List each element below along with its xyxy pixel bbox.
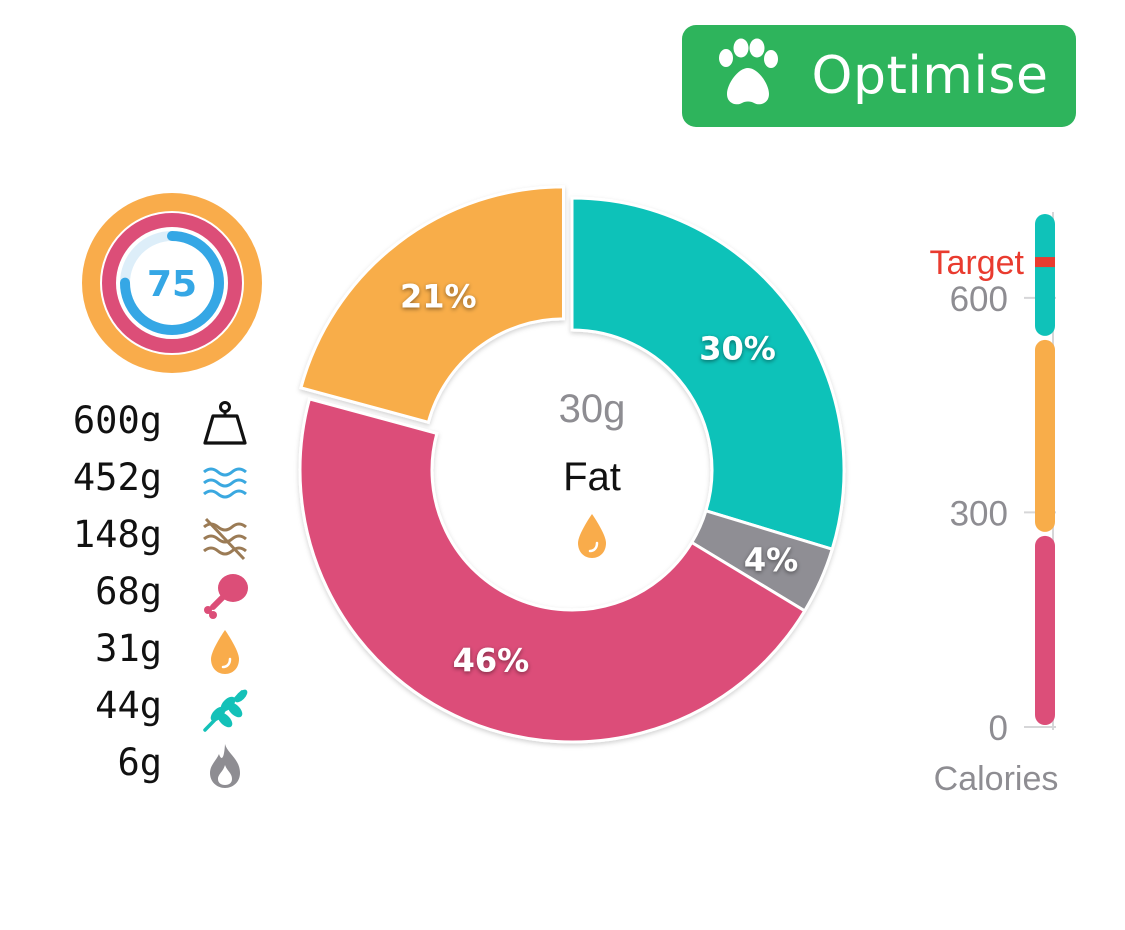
nutrient-row-fat[interactable]: 31g <box>40 623 270 680</box>
donut-label-alcohol: 4% <box>744 541 798 579</box>
donut-label-fat: 21% <box>400 277 477 315</box>
nutrient-row-fiber[interactable]: 148g <box>40 509 270 566</box>
nutrient-value: 68g <box>95 570 162 613</box>
nutrient-value: 31g <box>95 627 162 670</box>
donut-slice-carbs[interactable] <box>570 196 846 552</box>
nutrient-row-alcohol[interactable]: 6g <box>40 737 270 794</box>
optimise-label: Optimise <box>811 46 1049 106</box>
score-value: 75 <box>147 264 197 305</box>
nutrient-row-carbs[interactable]: 44g <box>40 680 270 737</box>
score-outer-ring <box>82 193 262 373</box>
score-middle-ring <box>102 213 242 353</box>
donut-slice-protein[interactable] <box>298 397 807 744</box>
fat-icon <box>211 630 239 674</box>
macro-donut-chart[interactable]: 30% 4% 46% 21% 30g Fat <box>272 180 882 770</box>
nutrient-row-weight[interactable]: 600g <box>40 395 270 452</box>
fiber-icon <box>203 517 247 561</box>
calorie-bar-segment-2[interactable] <box>1035 214 1055 336</box>
alcohol-icon <box>210 744 240 788</box>
paw-icon <box>718 38 778 105</box>
nutrient-value: 44g <box>95 684 162 727</box>
target-label: Target <box>930 244 1025 282</box>
selected-name: Fat <box>563 455 621 499</box>
score-progress-arc <box>120 231 224 335</box>
optimise-button[interactable]: Optimise <box>682 25 1076 127</box>
weight-icon <box>203 401 247 445</box>
nutrient-row-protein[interactable]: 68g <box>40 566 270 623</box>
calorie-tick-label: 600 <box>950 280 1008 319</box>
nutrient-value: 148g <box>72 513 162 556</box>
calorie-bar-chart[interactable]: 0 300 600 Target Calories <box>900 200 1100 820</box>
donut-label-protein: 46% <box>453 641 530 679</box>
nutrient-value: 600g <box>72 399 162 442</box>
nutrient-row-water[interactable]: 452g <box>40 452 270 509</box>
nutrient-list: 600g 452g 148g 68g 31g <box>40 395 270 794</box>
carbs-icon <box>203 689 248 732</box>
target-marker <box>1035 257 1055 268</box>
calorie-axis-label: Calories <box>934 760 1059 798</box>
calorie-bar-segment-1[interactable] <box>1035 339 1055 532</box>
nutrient-value: 452g <box>72 456 162 499</box>
protein-icon <box>204 574 248 619</box>
calorie-tick-label: 0 <box>989 709 1008 748</box>
calorie-bar-segment-0[interactable] <box>1035 535 1055 725</box>
calorie-tick-label: 300 <box>950 494 1008 533</box>
score-ring[interactable]: 75 <box>82 193 262 373</box>
donut-slice-fat[interactable] <box>299 185 565 425</box>
nutrient-value: 6g <box>117 741 162 784</box>
selected-amount: 30g <box>559 387 626 431</box>
fat-drop-icon <box>578 514 606 558</box>
water-icon <box>203 467 247 499</box>
donut-label-carbs: 30% <box>699 329 776 367</box>
